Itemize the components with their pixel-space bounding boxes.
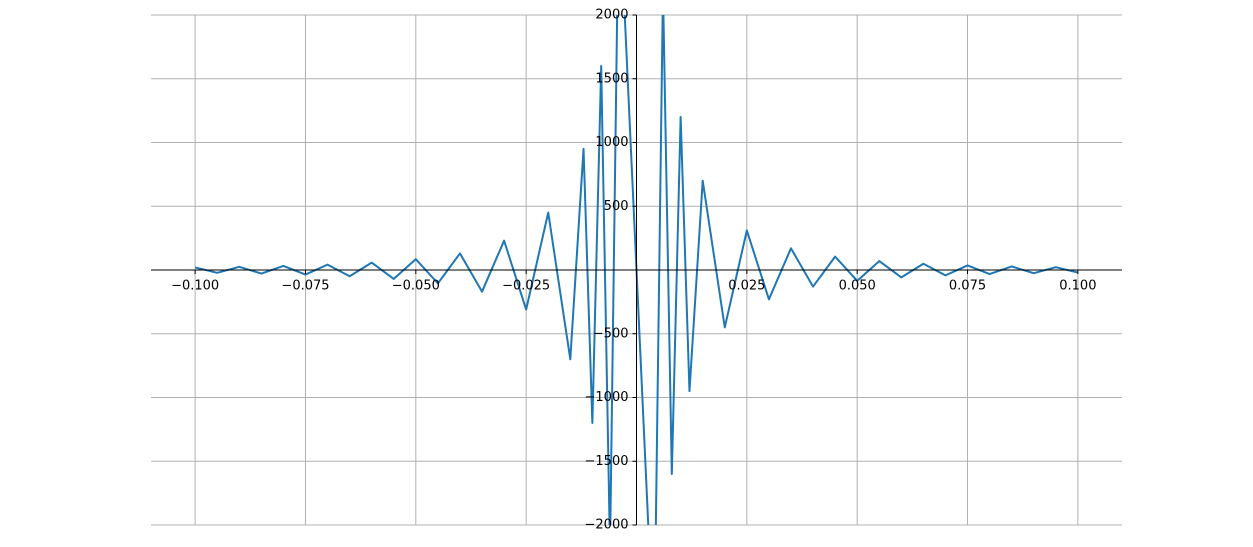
y-tick-label: −1500 [585,454,629,469]
y-tick-label: −1000 [585,390,629,405]
x-tick-label: 0.025 [728,279,765,294]
x-tick-label: 0.100 [1059,279,1096,294]
x-tick-label: −0.100 [171,279,219,294]
x-tick-label: 0.075 [949,279,986,294]
x-tick-label: 0.050 [839,279,876,294]
y-tick-label: 1500 [595,71,628,86]
y-tick-label: 2000 [595,8,628,23]
x-tick-label: −0.075 [281,279,329,294]
axes: −0.100 −0.075 −0.050 −0.025 0.025 0.050 0.075 0… [151,8,1122,533]
x-tick-label: −0.050 [392,279,440,294]
y-tick-label: −2000 [585,518,629,533]
x-tick-label: −0.025 [502,279,550,294]
y-tick-label: −500 [593,326,629,341]
y-tick-label: 500 [604,199,629,214]
y-tick-label: 1000 [595,135,628,150]
